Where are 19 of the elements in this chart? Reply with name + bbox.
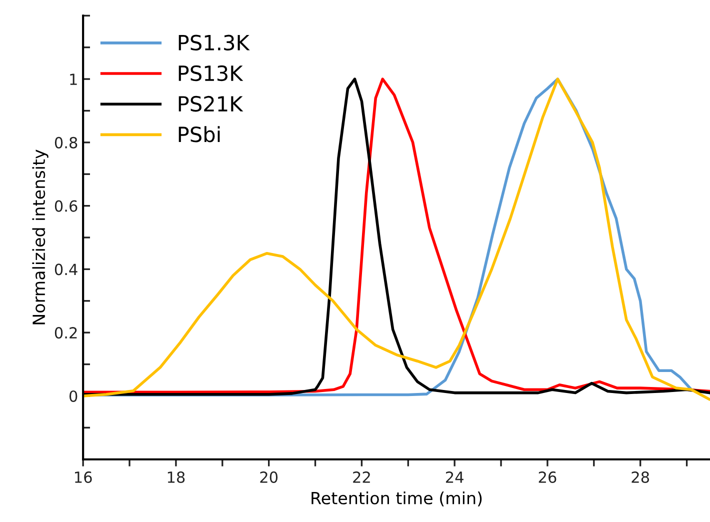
legend-label: PSbi — [178, 126, 220, 142]
x-axis-title: Retention time (min) — [312, 492, 482, 506]
x-tick-label: 24 — [446, 471, 464, 483]
legend-label: PS1.3K — [178, 34, 250, 51]
x-tick-label: 26 — [538, 471, 556, 483]
x-tick-label: 22 — [353, 471, 370, 483]
legend-label: PS13K — [178, 65, 244, 82]
y-tick-label: 0.8 — [54, 136, 78, 148]
y-tick-label: 1 — [70, 74, 77, 85]
y-tick-label: 0.4 — [54, 264, 78, 276]
y-tick-label: 0.6 — [54, 200, 78, 212]
x-tick-label: 16 — [75, 471, 92, 483]
legend-label: PS21K — [178, 96, 244, 112]
y-tick-label: 0.2 — [54, 327, 77, 339]
x-tick-label: 18 — [168, 471, 185, 483]
x-tick-label: 28 — [632, 471, 650, 483]
y-tick-label: 0 — [69, 390, 78, 402]
y-axis-title: Normalizied intensity — [32, 150, 48, 324]
x-tick-label: 20 — [260, 471, 278, 483]
